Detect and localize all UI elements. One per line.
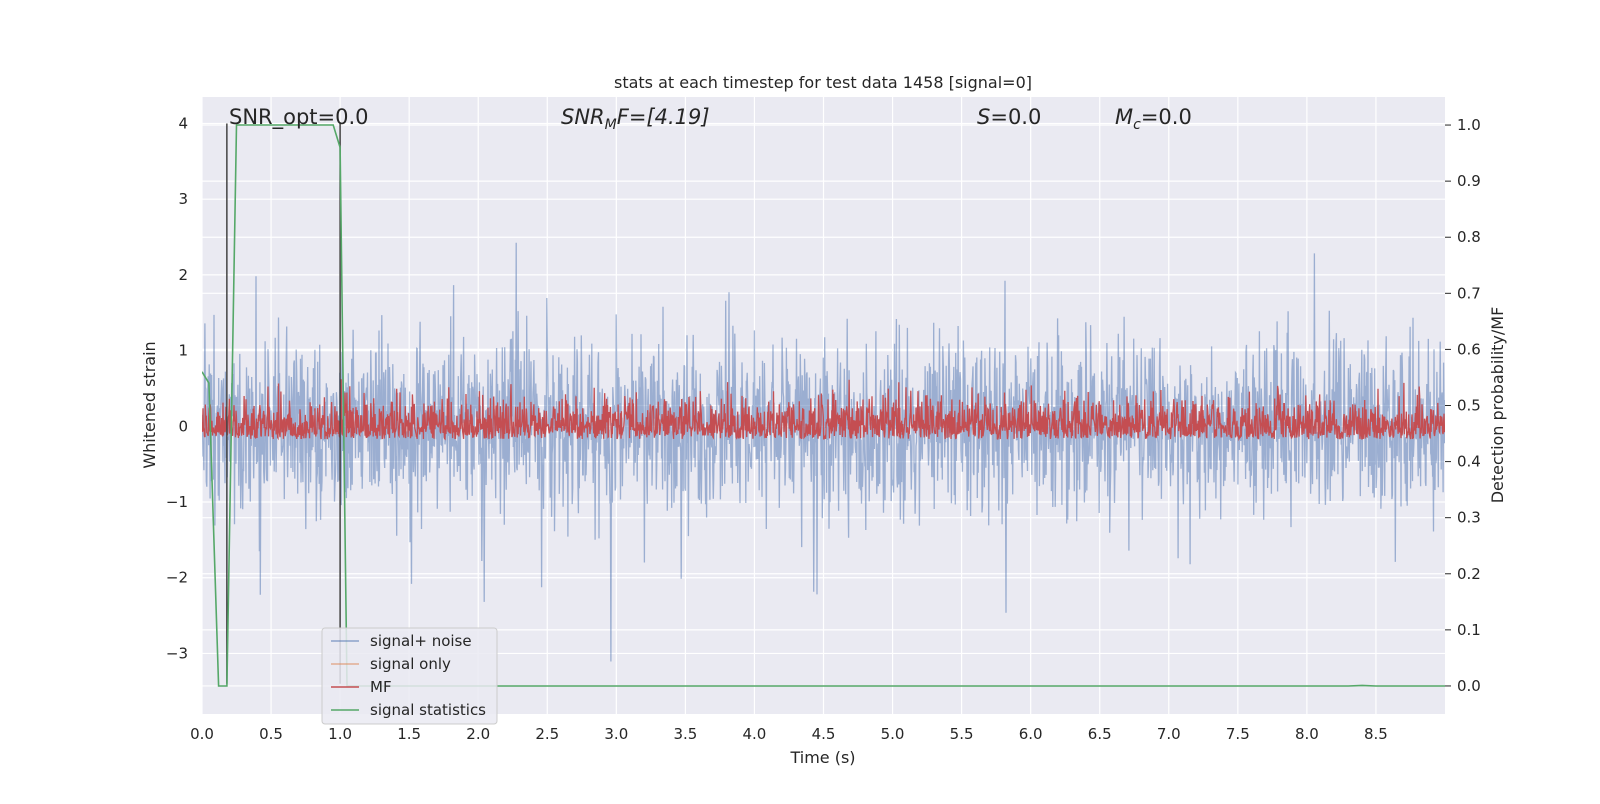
y-right-tick-label: 0.8	[1457, 228, 1481, 246]
annotation-s-value: =0.0	[990, 105, 1041, 129]
y-right-tick-label: 1.0	[1457, 116, 1481, 134]
y-left-axis-ticks: −3 −2 −1 0 1 2 3 4	[166, 114, 188, 662]
x-tick-label: 4.0	[743, 725, 767, 743]
y-right-tick-label: 0.7	[1457, 284, 1481, 302]
annotation-snr-mf: SNRMF=[4.19]	[561, 105, 710, 133]
x-tick-label: 3.5	[673, 725, 697, 743]
y-left-tick-label: 2	[178, 266, 188, 284]
x-tick-label: 0.0	[190, 725, 214, 743]
x-tick-label: 0.5	[259, 725, 283, 743]
y-left-tick-label: 4	[178, 114, 188, 132]
x-tick-label: 1.5	[397, 725, 421, 743]
y-right-tick-label: 0.6	[1457, 340, 1481, 358]
annotation-snr-mf-value: F=[4.19]	[617, 105, 710, 129]
legend-label-signal-only: signal only	[370, 655, 451, 673]
annotation-snr-mf-symbol: SNR	[561, 105, 605, 129]
annotation-s-symbol: S	[977, 105, 990, 129]
series-group	[202, 123, 1445, 687]
legend-label-signal-statistics: signal statistics	[370, 701, 486, 719]
legend-box	[321, 627, 498, 725]
y-right-tick-label: 0.4	[1457, 453, 1481, 471]
x-tick-label: 7.0	[1157, 725, 1181, 743]
x-tick-label: 8.5	[1364, 725, 1388, 743]
legend: signal+ noise signal only MF signal stat…	[321, 627, 498, 725]
x-tick-label: 1.0	[328, 725, 352, 743]
y-right-axis-label: Detection probability/MF	[1488, 307, 1507, 504]
x-tick-label: 5.5	[950, 725, 974, 743]
legend-label-signal-noise: signal+ noise	[370, 632, 472, 650]
series-signal-noise	[202, 242, 1445, 662]
y-left-tick-label: −1	[166, 493, 188, 511]
annotation-mc-value: =0.0	[1141, 105, 1192, 129]
annotation-mc: Mc=0.0	[1115, 105, 1192, 133]
y-right-tick-label: 0.2	[1457, 565, 1481, 583]
x-tick-label: 5.0	[881, 725, 905, 743]
x-tick-label: 2.0	[466, 725, 490, 743]
annotation-mc-symbol: M	[1115, 105, 1133, 129]
x-axis-ticks: 0.0 0.5 1.0 1.5 2.0 2.5 3.0 3.5 4.0 4.5 5.0 5.5 6.0 6…	[190, 725, 1388, 743]
y-right-tick-label: 0.5	[1457, 397, 1481, 415]
x-tick-label: 6.0	[1019, 725, 1043, 743]
x-tick-label: 2.5	[535, 725, 559, 743]
vertical-markers	[226, 123, 341, 684]
y-left-tick-label: −2	[166, 569, 188, 587]
annotation-snr-opt: SNR_opt=0.0	[229, 105, 369, 130]
y-right-tick-label: 0.0	[1457, 677, 1481, 695]
x-tick-label: 7.5	[1226, 725, 1250, 743]
y-right-tick-label: 0.1	[1457, 621, 1481, 639]
y-right-axis-ticks: 0.0 0.1 0.2 0.3 0.4 0.5 0.6 0.7 0.8 0.9 1.0	[1445, 116, 1481, 695]
y-left-axis-label: Whitened strain	[140, 341, 159, 468]
y-right-tick-label: 0.3	[1457, 509, 1481, 527]
x-axis-label: Time (s)	[789, 748, 855, 767]
y-left-tick-label: 0	[178, 417, 188, 435]
annotation-mc-subscript: c	[1133, 117, 1141, 133]
x-tick-label: 6.5	[1088, 725, 1112, 743]
x-tick-label: 4.5	[812, 725, 836, 743]
chart-title: stats at each timestep for test data 145…	[614, 73, 1032, 92]
y-left-tick-label: 3	[178, 190, 188, 208]
annotation-snr-mf-subscript: M	[605, 117, 617, 133]
x-tick-label: 8.0	[1295, 725, 1319, 743]
annotation-s: S=0.0	[977, 105, 1041, 129]
series-mf	[202, 379, 1445, 442]
x-tick-label: 3.0	[604, 725, 628, 743]
y-left-tick-label: −3	[166, 644, 188, 662]
series-signal-statistics	[202, 124, 1445, 687]
y-left-tick-label: 1	[178, 342, 188, 360]
y-right-tick-label: 0.9	[1457, 172, 1481, 190]
legend-label-mf: MF	[370, 678, 392, 696]
